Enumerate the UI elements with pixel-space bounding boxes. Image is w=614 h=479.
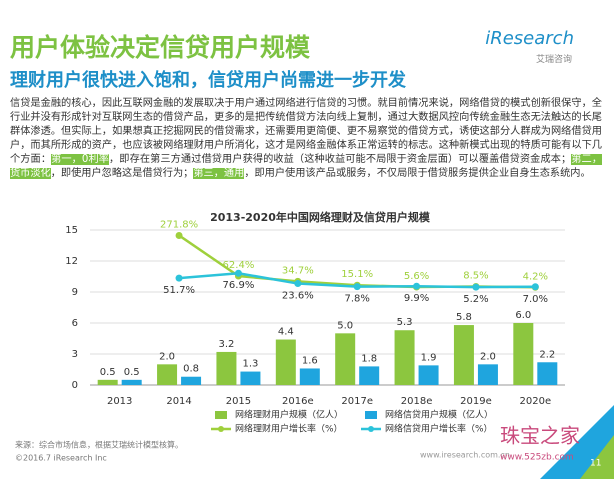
x-tick-label: 2019e — [460, 396, 492, 407]
bar-label: 1.9 — [421, 352, 437, 363]
bar-label: 0.5 — [100, 367, 116, 378]
line-marker — [294, 280, 302, 288]
text-segment: ，即用户使用该产品或服务，不仅局限于借贷服务提供企业自身生态系统内。 — [244, 168, 591, 179]
subtitle: 理财用户很快进入饱和，信贷用户尚需进一步开发 — [10, 70, 406, 91]
bar-label: 5.0 — [337, 320, 353, 331]
y-tick-label: 3 — [72, 349, 78, 360]
text-segment: 信贷是金融的核心，因此互联网金融的发展取决于用户通过网络进行信贷的习惯。就目前情… — [10, 98, 602, 165]
text-segment: ，即使用户忽略这是借贷行为； — [50, 168, 194, 179]
bar-label: 1.3 — [242, 359, 258, 370]
line-label: 7.0% — [523, 294, 548, 305]
x-tick-label: 2016e — [282, 396, 314, 407]
line-label: 62.4% — [223, 260, 255, 271]
line-label: 7.8% — [344, 294, 369, 305]
logo-sub: 艾瑞咨询 — [535, 55, 572, 65]
bar — [453, 325, 474, 385]
bar-label: 1.8 — [361, 353, 377, 364]
bar-label: 2.0 — [159, 351, 175, 362]
y-tick-label: 12 — [65, 256, 78, 267]
bar — [299, 368, 320, 385]
bar-label: 5.3 — [397, 317, 413, 328]
bar-label: 4.4 — [278, 327, 294, 338]
bar-label: 6.0 — [515, 310, 531, 321]
bar-label: 1.6 — [302, 355, 318, 366]
y-tick-label: 15 — [65, 225, 78, 236]
bar — [335, 333, 356, 385]
decoration — [580, 435, 614, 479]
bar — [216, 351, 237, 385]
legend-label: 网络理财用户规模（亿人） — [235, 409, 343, 421]
logo: iResearch — [485, 28, 574, 49]
x-tick-label: 2014 — [166, 396, 191, 407]
paragraph: 信贷是金融的核心，因此互联网金融的发展取决于用户通过网络进行信贷的习惯。就目前情… — [10, 97, 603, 181]
bar — [240, 371, 261, 385]
legend-swatch — [368, 426, 374, 432]
line-label: 23.6% — [282, 291, 314, 302]
x-tick-label: 2020e — [520, 396, 552, 407]
text-segment: ，即存在第三方通过借贷用户获得的收益（这种收益可能不局限于资金层面）可以覆盖借贷… — [109, 154, 572, 165]
bar-label: 3.2 — [218, 339, 234, 350]
legend-label: 网络理财用户增长率（%） — [235, 423, 343, 435]
x-tick-label: 2018e — [401, 396, 433, 407]
bar — [157, 364, 178, 385]
bar — [359, 366, 380, 385]
bar-label: 2.2 — [539, 349, 555, 360]
line-marker — [472, 283, 480, 291]
line-marker — [175, 274, 183, 282]
x-tick-label: 2017e — [341, 396, 373, 407]
source: 来源：综合市场信息，根据艾瑞统计模型核算。 — [15, 440, 183, 450]
bar — [121, 379, 142, 385]
legend-label: 网络信贷用户增长率（%） — [385, 423, 493, 435]
bar — [513, 323, 534, 385]
copyright: ©2016.7 iResearch Inc — [15, 454, 107, 463]
legend-label: 网络信贷用户规模（亿人） — [385, 409, 493, 421]
line-label: 51.7% — [163, 285, 195, 296]
line-label: 5.6% — [404, 271, 429, 282]
line-marker — [353, 283, 361, 291]
line-label: 34.7% — [282, 265, 314, 276]
bar — [394, 330, 415, 385]
line-marker — [175, 231, 183, 239]
legend-swatch — [365, 411, 377, 419]
line-marker — [234, 269, 242, 277]
bar — [97, 379, 118, 385]
bar-label: 5.8 — [456, 312, 472, 323]
watermark-url: www.525zb.com — [500, 453, 574, 463]
bar — [418, 365, 439, 385]
line-label: 8.5% — [463, 270, 488, 281]
bar — [181, 376, 202, 385]
highlight: 第三，通用 — [193, 168, 245, 179]
bar — [275, 339, 296, 385]
line-label: 271.8% — [160, 219, 198, 230]
watermark: 珠宝之家 — [500, 424, 580, 448]
line-label: 9.9% — [404, 293, 429, 304]
bar-label: 2.0 — [480, 351, 496, 362]
page-number: 11 — [590, 459, 601, 469]
bar-label: 0.5 — [124, 367, 140, 378]
line-label: 76.9% — [223, 280, 255, 291]
bar — [537, 362, 558, 385]
y-tick-label: 0 — [72, 380, 78, 391]
line-marker — [531, 283, 539, 291]
legend-swatch — [218, 426, 224, 432]
line-label: 5.2% — [463, 294, 488, 305]
y-tick-label: 6 — [72, 318, 78, 329]
title: 用户体验决定信贷用户规模 — [10, 33, 311, 62]
line-label: 15.1% — [341, 269, 373, 280]
line-label: 4.2% — [523, 271, 548, 282]
highlight: 第一，0利率 — [51, 154, 110, 165]
y-tick-label: 9 — [72, 287, 78, 298]
legend-swatch — [215, 411, 227, 419]
x-tick-label: 2015 — [226, 396, 251, 407]
chart-title: 2013-2020年中国网络理财及信贷用户规模 — [210, 210, 431, 224]
bar — [477, 364, 498, 385]
bar-label: 0.8 — [183, 364, 199, 375]
line-marker — [413, 282, 421, 290]
x-tick-label: 2013 — [107, 396, 132, 407]
website: www.iresearch.com.cn — [420, 451, 510, 460]
chart: 2013-2020年中国网络理财及信贷用户规模 来源：综合市场信息，根据艾瑞统计… — [15, 210, 614, 479]
